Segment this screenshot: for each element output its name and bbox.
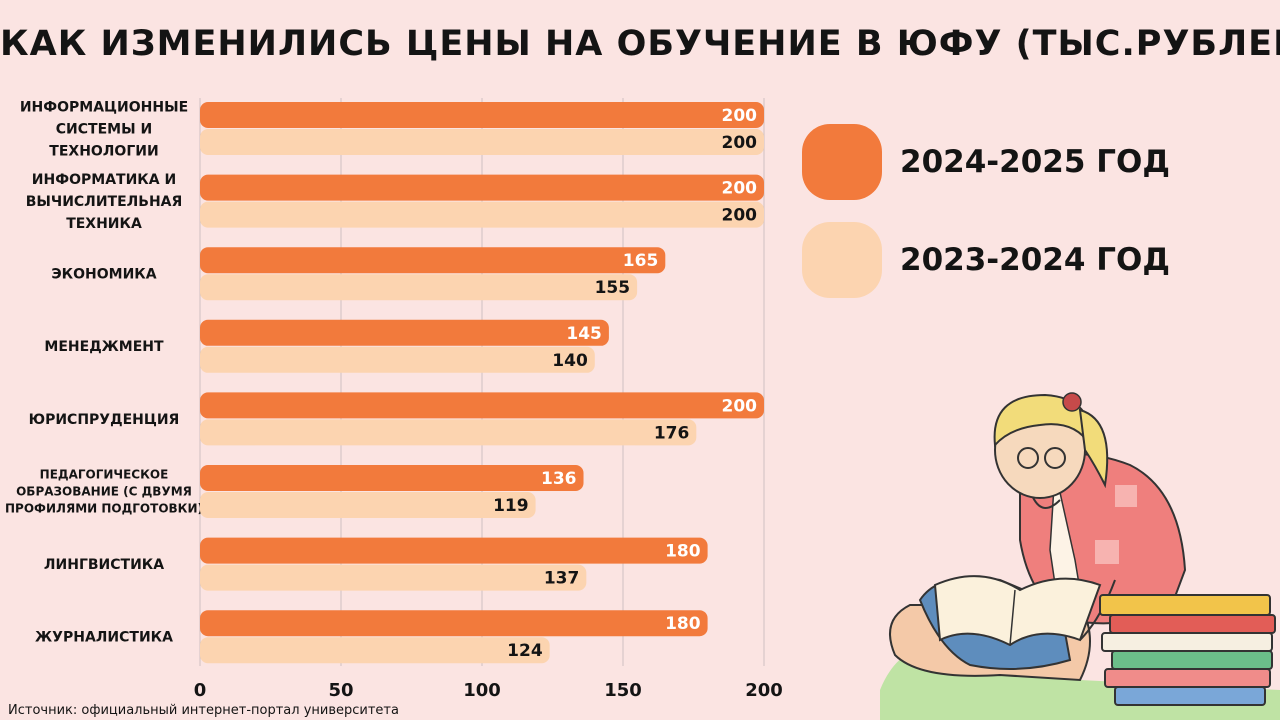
bar-s1-c0 [200,129,764,155]
value-label-s0-c1: 200 [722,179,758,199]
x-tick-label-150: 150 [604,680,642,701]
value-label-s0-c3: 145 [566,324,602,344]
legend-item-2024-2025: 2024-2025 ГОД [802,124,1170,200]
x-tick-label-100: 100 [463,680,501,701]
x-tick-label-0: 0 [194,680,207,701]
value-label-s1-c1: 200 [722,206,758,226]
bar-s0-c1 [200,174,764,201]
category-label-1: ИНФОРМАТИКА И ВЫЧИСЛИТЕЛЬНАЯ ТЕХНИКА [26,172,183,232]
value-label-s1-c0: 200 [722,133,758,153]
bar-s0-c5 [200,465,584,491]
bar-s0-c6 [200,537,708,564]
value-label-s0-c7: 180 [665,614,701,634]
bar-s0-c4 [200,392,764,419]
value-label-s1-c2: 155 [595,278,631,298]
value-label-s0-c6: 180 [665,542,701,562]
bar-s1-c7 [200,637,550,664]
bar-s1-c4 [200,419,697,446]
bar-s0-c0 [200,102,764,128]
legend-swatch-2023-2024 [802,222,882,298]
bar-s1-c3 [200,346,595,373]
legend-swatch-2024-2025 [802,124,882,200]
value-label-s1-c4: 176 [654,423,690,443]
value-label-s1-c6: 137 [544,569,580,589]
bar-s1-c1 [200,201,764,228]
girl-reading-books-illustration [880,392,1280,720]
bar-s0-c7 [200,610,708,637]
value-label-s1-c5: 119 [493,496,529,516]
x-tick-label-200: 200 [745,680,783,701]
source-note: Источник: официальный интернет-портал ун… [8,703,399,718]
value-label-s0-c5: 136 [541,469,577,489]
category-label-0: ИНФОРМАЦИОННЫЕ СИСТЕМЫ И ТЕХНОЛОГИИ [20,99,188,159]
chart-title: КАК ИЗМЕНИЛИСЬ ЦЕНЫ НА ОБУЧЕНИЕ В ЮФУ (Т… [0,24,1280,64]
category-label-4: ЮРИСПРУДЕНЦИЯ [29,412,180,428]
category-label-6: ЛИНГВИСТИКА [44,557,164,573]
legend-item-2023-2024: 2023-2024 ГОД [802,222,1170,298]
bar-s1-c6 [200,564,587,591]
category-label-3: МЕНЕДЖМЕНТ [44,339,164,355]
legend-label-2024-2025: 2024-2025 ГОД [900,144,1170,180]
value-label-s1-c7: 124 [507,641,543,661]
value-label-s0-c2: 165 [623,251,659,271]
bar-s0-c3 [200,319,609,346]
category-label-2: ЭКОНОМИКА [51,267,156,283]
value-label-s0-c0: 200 [722,106,758,126]
bar-s0-c2 [200,247,666,274]
x-tick-label-50: 50 [328,680,353,701]
value-label-s1-c3: 140 [552,351,588,371]
value-label-s0-c4: 200 [722,396,758,416]
legend-label-2023-2024: 2023-2024 ГОД [900,242,1170,278]
bar-s1-c2 [200,274,638,301]
category-label-7: ЖУРНАЛИСТИКА [35,630,173,646]
category-label-5: ПЕДАГОГИЧЕСКОЕ ОБРАЗОВАНИЕ (С ДВУМЯ ПРОФИЛ… [5,468,203,516]
bar-s1-c5 [200,492,536,518]
